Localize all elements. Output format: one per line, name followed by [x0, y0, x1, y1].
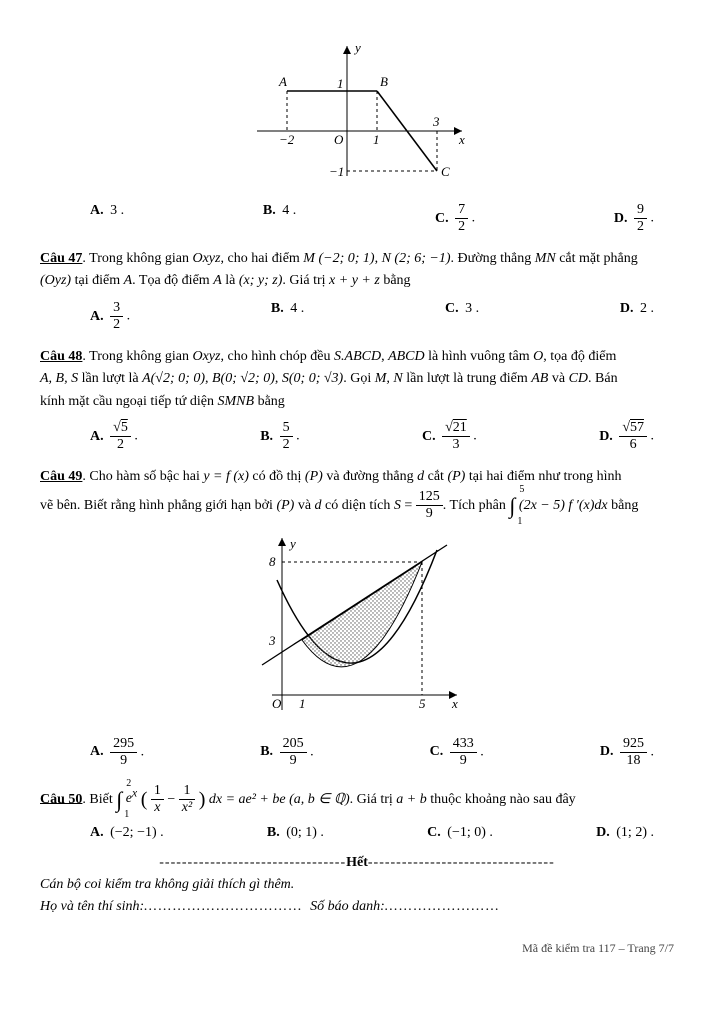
q46-choices: A. 3 . B. 4 . C. 72 . D. 92 . — [40, 203, 674, 234]
tick-8y: 8 — [269, 554, 276, 569]
graph-1: y x A B C O −2 1 1 3 −1 — [237, 36, 477, 186]
c-den: 2 — [455, 219, 468, 234]
q48-choices: A. √52 . B. 52 . C. √213 . D. √576 . — [40, 421, 674, 452]
q48: Câu 48. Trong không gian Oxyz, cho hình … — [40, 346, 674, 413]
integral-icon: ∫51 — [509, 488, 515, 523]
choice-D: D. 92 . — [614, 203, 654, 234]
q49-A: A. 2959 . — [90, 737, 144, 768]
point-B: B — [380, 74, 388, 89]
tick-1: 1 — [299, 696, 306, 711]
tick-1-bot: 1 — [373, 132, 380, 147]
q48-C: C. √213 . — [422, 421, 477, 452]
q49-choices: A. 2959 . B. 2059 . C. 4339 . D. 92518 . — [40, 737, 674, 768]
q48-D: D. √576 . — [599, 421, 654, 452]
axis-x-label: x — [458, 132, 465, 147]
axis-y2: y — [288, 536, 296, 551]
tick-O: O — [272, 696, 282, 711]
tick-neg1: −1 — [329, 164, 344, 179]
q49-D: D. 92518 . — [600, 737, 654, 768]
q50-choices: A. (−2; −1) . B. (0; 1) . C. (−1; 0) . D… — [40, 825, 674, 841]
figure-q46: y x A B C O −2 1 1 3 −1 — [40, 36, 674, 191]
q47-C: C. 3 . — [445, 301, 479, 332]
q47: Câu 47. Trong không gian Oxyz, cho hai đ… — [40, 248, 674, 293]
choice-A: A. 3 . — [90, 203, 124, 234]
origin-O: O — [334, 132, 344, 147]
d-num: 9 — [634, 203, 647, 219]
q50-B: B. (0; 1) . — [267, 825, 324, 841]
q50-D: D. (1; 2) . — [596, 825, 654, 841]
figure-q49: O 1 5 3 8 y x — [40, 530, 674, 725]
choice-B: B. 4 . — [263, 203, 296, 234]
choice-C: C. 72 . — [435, 203, 475, 234]
tick-neg2: −2 — [279, 132, 295, 147]
q47-D: D. 2 . — [620, 301, 654, 332]
integral-icon-2: ∫21 — [116, 782, 122, 817]
axis-y-label: y — [353, 40, 361, 55]
q48-B: B. 52 . — [260, 421, 299, 452]
choice-B-val: 4 . — [282, 203, 296, 218]
q49-label: Câu 49 — [40, 469, 82, 484]
axis-x2: x — [451, 696, 458, 711]
q50-A: A. (−2; −1) . — [90, 825, 164, 841]
q49-C: C. 4339 . — [430, 737, 484, 768]
d-den: 2 — [634, 219, 647, 234]
tick-3y: 3 — [268, 633, 276, 648]
q50-label: Câu 50 — [40, 791, 82, 806]
tick-1-top: 1 — [337, 76, 344, 91]
q49-B: B. 2059 . — [260, 737, 313, 768]
choice-A-val: 3 . — [110, 203, 124, 218]
q48-label: Câu 48 — [40, 349, 82, 364]
q48-A: A. √52 . — [90, 421, 138, 452]
c-num: 7 — [455, 203, 468, 219]
q50-C: C. (−1; 0) . — [427, 825, 493, 841]
tick-3: 3 — [432, 114, 440, 129]
point-A: A — [278, 74, 287, 89]
q50: Câu 50. Biết ∫21 ex ( 1x − 1x² ) dx = ae… — [40, 782, 674, 817]
q47-B: B. 4 . — [271, 301, 304, 332]
q47-choices: A. 32 . B. 4 . C. 3 . D. 2 . — [40, 301, 674, 332]
point-C: C — [441, 164, 450, 179]
q47-label: Câu 47 — [40, 251, 82, 266]
q47-A: A. 32 . — [90, 301, 130, 332]
tick-5: 5 — [419, 696, 426, 711]
footer-note: Cán bộ coi kiểm tra không giải thích gì … — [40, 877, 674, 893]
end-line: ---------------------------------Hết----… — [40, 855, 674, 871]
page-footer: Mã đề kiểm tra 117 – Trang 7/7 — [40, 941, 674, 956]
graph-2: O 1 5 3 8 y x — [242, 530, 472, 720]
q49: Câu 49. Cho hàm số bậc hai y = f (x) có … — [40, 466, 674, 524]
footer-signature: Họ và tên thí sinh:…………………………… Số báo da… — [40, 899, 674, 915]
